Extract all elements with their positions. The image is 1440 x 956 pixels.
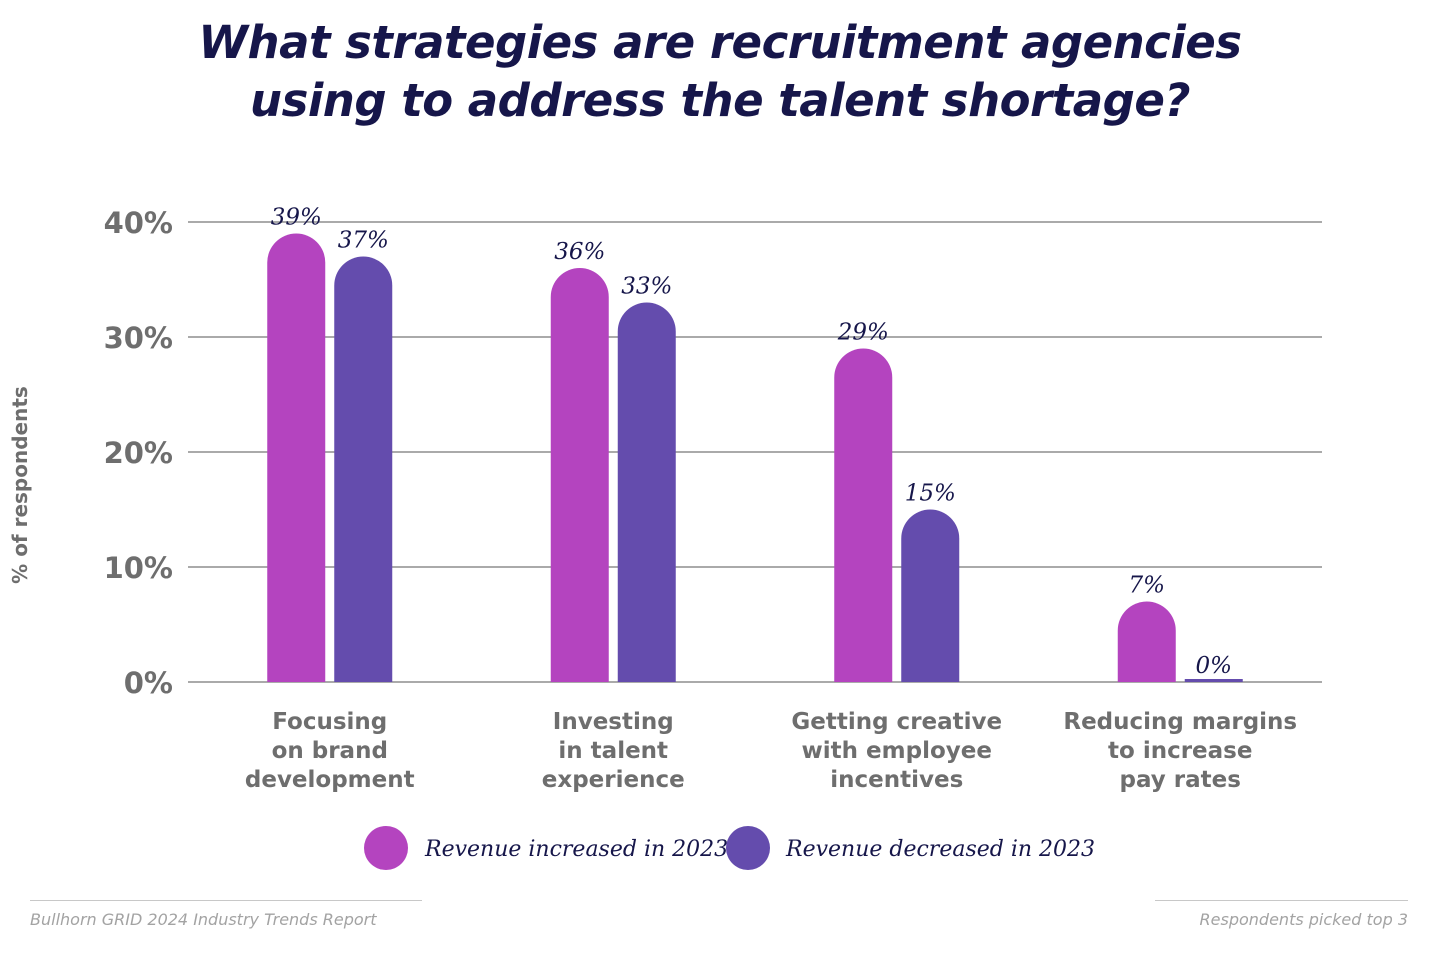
x-category-label: in talent bbox=[558, 738, 668, 764]
data-label: 39% bbox=[271, 205, 322, 231]
bar bbox=[834, 348, 893, 682]
data-label: 36% bbox=[554, 239, 605, 265]
chart-title-line-2: using to address the talent shortage? bbox=[250, 74, 1190, 127]
data-label: 37% bbox=[338, 228, 389, 254]
x-category-label: with employee bbox=[802, 738, 992, 764]
data-label: 29% bbox=[837, 320, 889, 346]
x-category-label: pay rates bbox=[1120, 767, 1241, 793]
legend-label: Revenue increased in 2023 bbox=[424, 837, 728, 862]
y-tick-label: 0% bbox=[124, 666, 173, 700]
x-category-label: experience bbox=[542, 767, 685, 793]
bar bbox=[267, 233, 326, 683]
respondents-note: Respondents picked top 3 bbox=[1199, 910, 1408, 929]
y-tick-label: 20% bbox=[104, 436, 173, 470]
x-category-label: Focusing bbox=[272, 709, 387, 735]
data-label: 7% bbox=[1129, 573, 1166, 599]
data-label: 15% bbox=[905, 481, 956, 507]
bar bbox=[1184, 679, 1243, 682]
footer-rule-left bbox=[30, 900, 422, 901]
bar bbox=[617, 302, 676, 682]
bar bbox=[334, 256, 393, 682]
y-tick-label: 30% bbox=[104, 321, 173, 355]
x-category-label: on brand bbox=[272, 738, 388, 764]
bar bbox=[1117, 601, 1176, 682]
x-category-label: to increase bbox=[1108, 738, 1252, 764]
legend-swatch bbox=[364, 826, 408, 870]
y-tick-label: 10% bbox=[104, 551, 173, 585]
bar bbox=[550, 268, 609, 682]
footer-rule-right bbox=[1155, 900, 1408, 901]
source-note: Bullhorn GRID 2024 Industry Trends Repor… bbox=[30, 910, 377, 929]
x-category-label: Getting creative bbox=[791, 709, 1002, 735]
y-axis-label: % of respondents bbox=[8, 386, 32, 584]
x-category-label: Investing bbox=[553, 709, 674, 735]
x-category-label: Reducing margins bbox=[1063, 709, 1297, 735]
chart-title: What strategies are recruitment agencies… bbox=[0, 14, 1440, 130]
data-label: 0% bbox=[1196, 653, 1233, 679]
y-tick-label: 40% bbox=[104, 206, 173, 240]
legend-label: Revenue decreased in 2023 bbox=[785, 837, 1095, 862]
x-category-label: incentives bbox=[830, 767, 963, 793]
bar bbox=[901, 509, 960, 682]
data-label: 33% bbox=[621, 274, 672, 300]
x-category-label: development bbox=[245, 767, 415, 793]
chart-title-line-1: What strategies are recruitment agencies bbox=[198, 16, 1242, 69]
legend-swatch bbox=[726, 826, 770, 870]
